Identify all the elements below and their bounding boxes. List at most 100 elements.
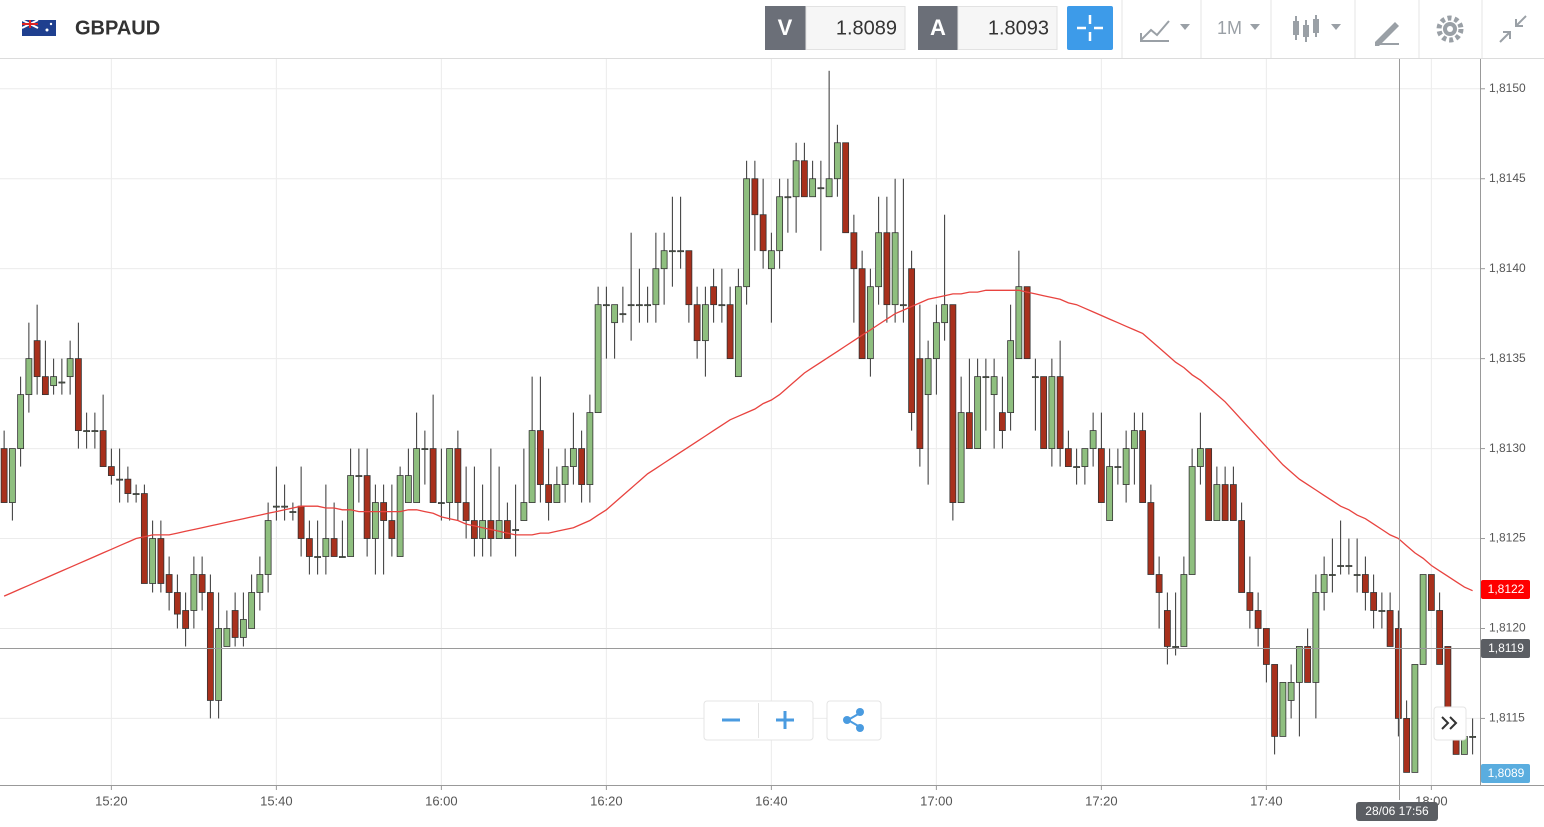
y-tick-label: 1,8130 <box>1489 441 1526 455</box>
candle-body <box>1007 340 1015 414</box>
candle-body <box>569 448 577 467</box>
candle-body <box>165 574 173 593</box>
candle-body <box>239 619 247 638</box>
share-button[interactable] <box>826 700 882 741</box>
candle-body <box>347 475 355 557</box>
collapse-button[interactable] <box>1499 15 1527 43</box>
candle-body <box>1147 502 1155 575</box>
buy-label[interactable]: A <box>930 15 946 40</box>
candle-body <box>594 304 602 414</box>
candle-body <box>66 358 74 378</box>
candle-body <box>1196 448 1204 467</box>
candle-body <box>1106 466 1114 521</box>
candle-body <box>8 448 16 503</box>
candle-body <box>0 448 8 503</box>
candle-body <box>1114 466 1122 468</box>
candle-body <box>726 304 734 360</box>
candle-body <box>297 505 305 539</box>
candle-body <box>1419 574 1427 665</box>
candle-body <box>635 304 643 307</box>
candle-body <box>545 484 553 503</box>
candle-body <box>1370 592 1378 611</box>
candle-body <box>454 448 462 503</box>
candle-body <box>413 448 421 503</box>
candle-body <box>1394 628 1402 719</box>
candle-body <box>272 505 280 508</box>
candle-body <box>899 304 907 307</box>
indicators-button[interactable] <box>1140 20 1190 42</box>
crosshair-button[interactable] <box>1067 6 1113 50</box>
sell-price[interactable]: 1.8089 <box>836 17 897 39</box>
candle-body <box>338 556 346 558</box>
candle-body <box>1205 448 1213 521</box>
candle-body <box>1361 574 1369 593</box>
candle-body <box>1386 610 1394 647</box>
candle-body <box>1246 592 1254 611</box>
candle-body <box>1238 520 1246 593</box>
candle-body <box>1254 610 1262 629</box>
candle-body <box>627 304 635 307</box>
candle-body <box>965 412 973 449</box>
candle-body <box>561 466 569 485</box>
candle-body <box>1213 484 1221 521</box>
candle-body <box>710 286 718 306</box>
x-tick-label: 16:00 <box>425 793 458 808</box>
candle-body <box>437 502 445 504</box>
price-tag-label: 1,8089 <box>1488 766 1525 780</box>
candle-body <box>1304 646 1312 683</box>
plot <box>0 70 1477 773</box>
candle-body <box>99 430 107 467</box>
candle-body <box>1279 682 1287 737</box>
sell-label[interactable]: V <box>778 15 793 40</box>
candle-body <box>776 196 784 252</box>
zoom-in-button[interactable] <box>776 711 794 729</box>
candle-body <box>1312 592 1320 683</box>
candle-body <box>998 412 1006 431</box>
x-tick-label: 17:20 <box>1085 793 1118 808</box>
candle-body <box>693 304 701 342</box>
candle-body <box>1139 430 1147 503</box>
candle-body <box>858 268 866 360</box>
symbol: GBPAUD <box>75 17 160 39</box>
timeframe[interactable]: 1M <box>1217 18 1242 38</box>
candle-body <box>1221 484 1229 521</box>
candle-body <box>1056 376 1064 449</box>
candle-body <box>825 178 833 198</box>
candle-body <box>809 178 817 198</box>
candle-body <box>957 412 965 503</box>
candle-body <box>949 304 957 503</box>
candle-body <box>50 376 58 387</box>
candle-body <box>1271 664 1279 737</box>
candle-body <box>322 538 330 557</box>
candle-body <box>1262 628 1270 665</box>
candle-body <box>611 304 619 324</box>
candle-body <box>1048 376 1056 449</box>
candle-body <box>1188 466 1196 575</box>
candle-body <box>1172 646 1180 648</box>
candle-body <box>446 448 454 503</box>
candle-body <box>602 304 610 307</box>
candle-body <box>751 178 759 216</box>
timeframe-button[interactable]: 1M <box>1217 18 1260 38</box>
settings-button[interactable] <box>1436 15 1464 43</box>
candle-body <box>314 556 322 558</box>
buy-price[interactable]: 1.8093 <box>988 17 1049 39</box>
candle-body <box>1328 574 1336 576</box>
chart-type-button[interactable] <box>1293 15 1341 42</box>
drawing-button[interactable] <box>1375 22 1399 46</box>
scroll-right-button[interactable] <box>1433 706 1467 741</box>
candle-body <box>990 376 998 396</box>
candle-body <box>25 358 33 396</box>
candle-body <box>1155 574 1163 593</box>
sell-button[interactable]: V 1.8089 <box>765 6 906 50</box>
moving-average-line <box>3 289 1473 597</box>
x-tick-label: 15:40 <box>260 793 293 808</box>
candle-body <box>817 187 825 190</box>
candle-body <box>520 502 528 521</box>
candle-body <box>908 268 916 414</box>
candle-body <box>264 520 272 575</box>
buy-button[interactable]: A 1.8093 <box>918 6 1058 50</box>
candle-body <box>1015 286 1023 360</box>
